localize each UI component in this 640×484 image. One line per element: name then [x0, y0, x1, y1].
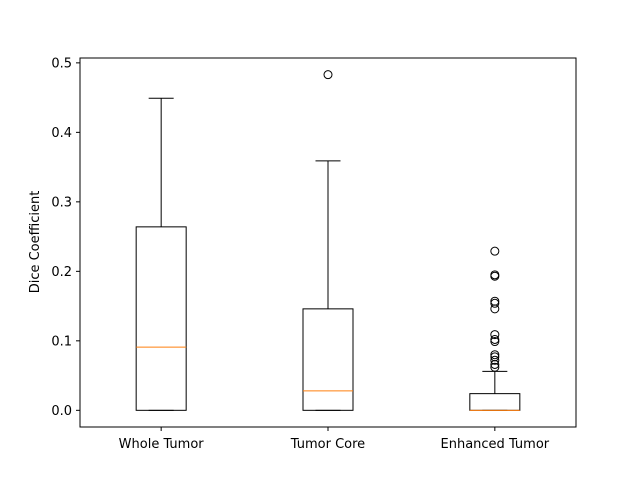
box-iqr [135, 226, 187, 411]
outlier-point [490, 362, 500, 372]
outlier-point [490, 330, 500, 340]
x-tick-label: Tumor Core [290, 437, 365, 452]
x-tick-label: Enhanced Tumor [441, 437, 550, 452]
box-enhanced-tumor [469, 246, 521, 411]
box-iqr [302, 308, 354, 411]
outlier-point [490, 334, 500, 344]
outlier-point [490, 298, 500, 308]
y-axis-ticks: 0.0 0.1 0.2 0.3 0.4 0.5 [51, 56, 80, 419]
box-whole-tumor [135, 97, 187, 411]
y-tick-label: 0.3 [51, 195, 72, 210]
y-tick-label: 0.0 [51, 404, 72, 419]
outlier-point [490, 350, 500, 360]
y-tick-label: 0.5 [51, 56, 72, 71]
box-iqr [469, 393, 521, 411]
outlier-point [323, 70, 333, 80]
box-tumor-core [302, 70, 354, 411]
outlier-point [490, 355, 500, 365]
y-tick-label: 0.4 [51, 126, 72, 141]
y-axis-label: Dice Coefficient [28, 191, 43, 294]
outlier-point [490, 246, 500, 256]
outlier-point [490, 270, 500, 280]
outlier-point [490, 337, 500, 347]
x-tick-label: Whole Tumor [119, 437, 205, 452]
boxes-group [135, 70, 521, 411]
x-axis-ticks: Whole Tumor Tumor Core Enhanced Tumor [119, 427, 550, 452]
outlier-point [490, 352, 500, 362]
outlier-point [490, 296, 500, 306]
y-tick-label: 0.1 [51, 334, 72, 349]
y-tick-label: 0.2 [51, 265, 72, 280]
